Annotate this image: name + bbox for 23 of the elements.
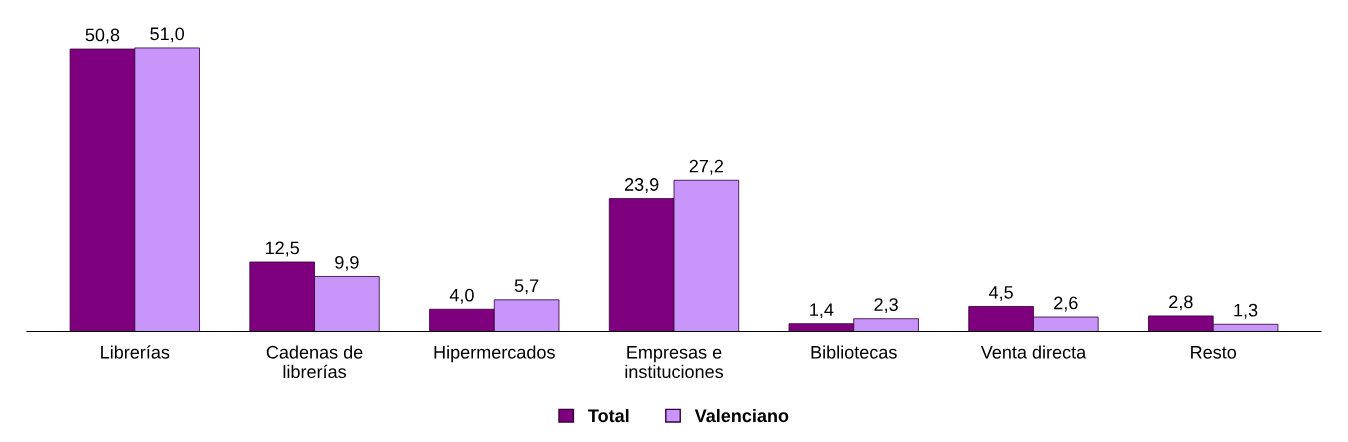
x-tick-label: Hipermercados bbox=[434, 345, 555, 363]
x-tick-label: Cadenas de librerías bbox=[266, 345, 363, 379]
data-label: 23,9 bbox=[624, 178, 659, 194]
data-label: 50,8 bbox=[85, 28, 120, 44]
data-label: 2,8 bbox=[1169, 295, 1193, 311]
data-label: 9,9 bbox=[335, 255, 359, 271]
data-label: 4,0 bbox=[449, 288, 474, 304]
data-label: 1,4 bbox=[810, 303, 834, 319]
data-label: 5,7 bbox=[514, 279, 539, 295]
legend-label: Total bbox=[588, 408, 629, 423]
data-label: 1,3 bbox=[1234, 303, 1258, 319]
legend-label: Valenciano bbox=[694, 408, 789, 423]
x-tick-label: Bibliotecas bbox=[811, 345, 897, 359]
data-label: 12,5 bbox=[265, 241, 299, 257]
x-tick-label: Venta directa bbox=[980, 345, 1087, 359]
data-label: 2,3 bbox=[874, 298, 898, 314]
data-label: 4,5 bbox=[988, 286, 1013, 301]
x-tick-label: Resto bbox=[1191, 346, 1237, 359]
x-tick-label: Librerías bbox=[101, 345, 170, 359]
data-label: 27,2 bbox=[689, 159, 724, 175]
x-tick-label: Empresas e instituciones bbox=[625, 346, 724, 379]
data-label: 2,6 bbox=[1054, 296, 1078, 312]
data-label: 51,0 bbox=[150, 27, 185, 43]
